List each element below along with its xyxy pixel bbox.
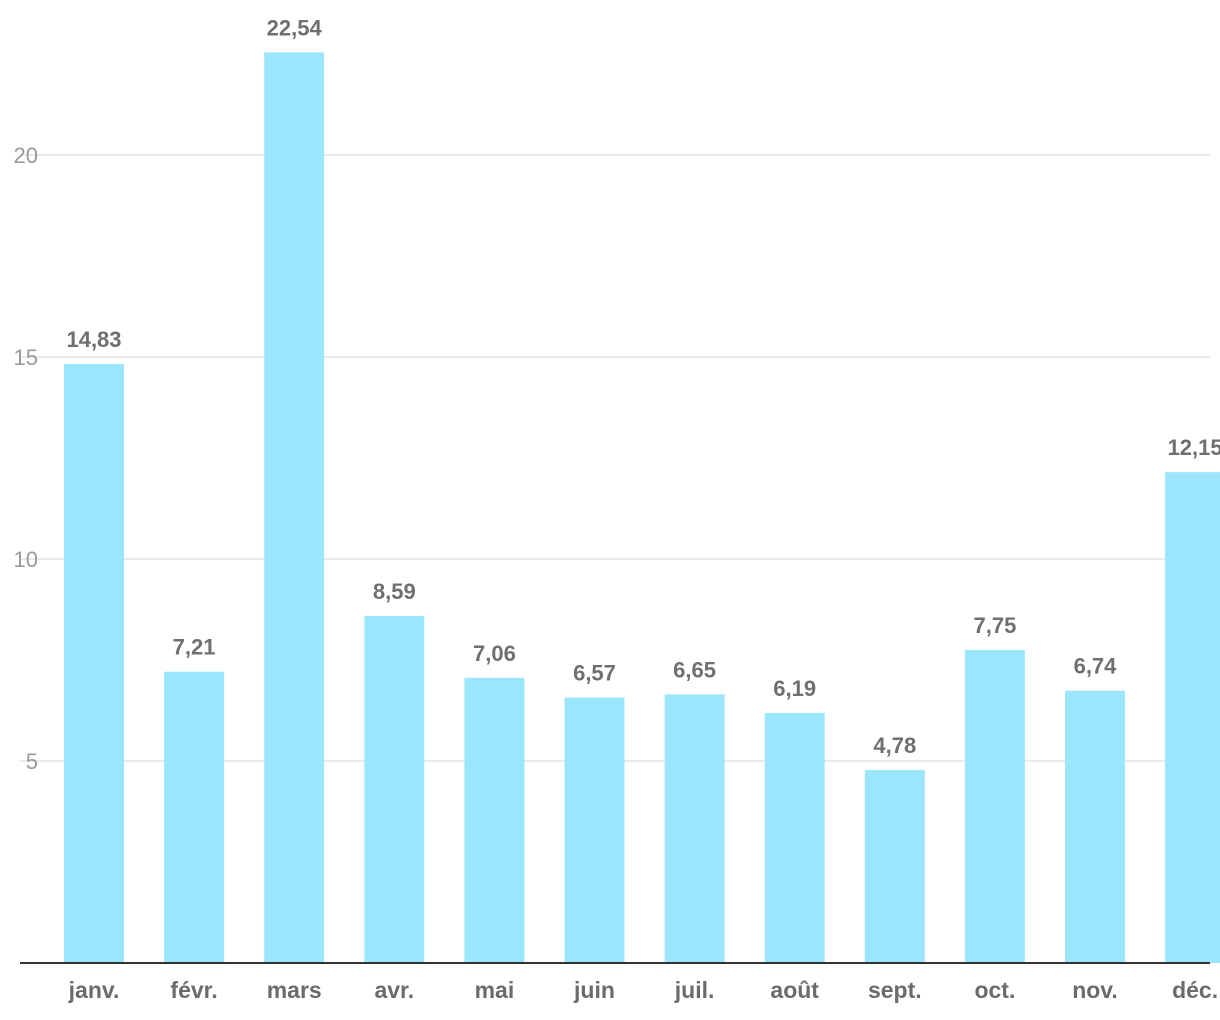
data-label: 4,78: [873, 733, 916, 758]
x-tick-label: août: [770, 977, 819, 1003]
bar: [264, 52, 325, 964]
data-label: 6,57: [573, 661, 616, 686]
data-label: 12,15: [1168, 435, 1220, 460]
data-label: 6,74: [1074, 654, 1118, 679]
x-tick-label: mai: [475, 977, 515, 1003]
data-labels: 14,83 7,21 22,54 8,59 7,06 6,57 6,65 6,19 4,78 7,…: [66, 15, 1220, 758]
y-tick-label: 20: [14, 143, 38, 168]
bar: [164, 671, 225, 963]
bar: [64, 363, 124, 963]
x-tick-label: avr.: [374, 977, 414, 1003]
bar: [764, 712, 825, 963]
bar: [1165, 472, 1220, 963]
y-tick-label: 10: [14, 547, 38, 572]
data-label: 22,54: [267, 15, 323, 40]
bar: [664, 694, 725, 963]
x-tick-label: oct.: [974, 977, 1015, 1003]
bar: [964, 649, 1025, 963]
x-tick-label: mars: [267, 977, 322, 1003]
x-axis-category-labels: janv. févr. mars avr. mai juin juil. août sept. o…: [68, 977, 1218, 1003]
bar: [464, 677, 525, 963]
x-tick-label: déc.: [1172, 977, 1218, 1003]
x-tick-label: févr.: [170, 977, 217, 1003]
y-tick-label: 15: [14, 345, 38, 370]
x-tick-label: nov.: [1072, 977, 1118, 1003]
bar: [364, 615, 425, 963]
data-label: 8,59: [373, 579, 416, 604]
y-tick-label: 5: [26, 749, 38, 774]
x-tick-label: juil.: [674, 977, 715, 1003]
data-label: 14,83: [66, 327, 121, 352]
bars: [64, 52, 1220, 964]
data-label: 7,06: [473, 641, 516, 666]
x-tick-label: sept.: [868, 977, 922, 1003]
y-axis-tick-labels: 5 10 15 20: [14, 143, 38, 774]
bar: [564, 697, 625, 963]
data-label: 7,75: [973, 613, 1016, 638]
data-label: 6,19: [773, 676, 816, 701]
x-tick-label: janv.: [68, 977, 120, 1003]
x-tick-label: juin: [573, 977, 615, 1003]
data-label: 7,21: [173, 635, 216, 660]
bar: [1065, 690, 1125, 963]
data-label: 6,65: [673, 657, 716, 682]
bar: [864, 769, 925, 963]
